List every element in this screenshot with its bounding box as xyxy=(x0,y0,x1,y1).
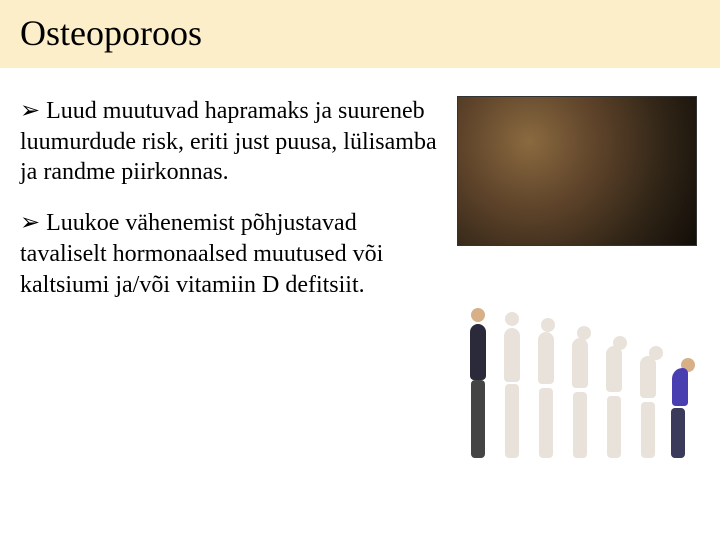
slide-title: Osteoporoos xyxy=(20,12,700,54)
figure-upright xyxy=(463,308,493,458)
posture-progression-image xyxy=(457,294,697,462)
image-column xyxy=(452,96,702,540)
bullet-item: ➢ Luukoe vähenemist põhjustavad tavalise… xyxy=(20,208,440,300)
bullet-text: Luukoe vähenemist põhjustavad tavaliselt… xyxy=(20,210,383,297)
bone-microstructure-image xyxy=(457,96,697,246)
bullet-item: ➢ Luud muutuvad hapramaks ja suureneb lu… xyxy=(20,96,440,188)
figure-mid xyxy=(599,308,629,458)
figure-hunched xyxy=(663,308,693,458)
figure-mid xyxy=(497,308,527,458)
bullet-text: Luud muutuvad hapramaks ja suureneb luum… xyxy=(20,98,437,185)
title-bar: Osteoporoos xyxy=(0,0,720,68)
bullet-marker-icon: ➢ xyxy=(20,209,40,236)
text-column: ➢ Luud muutuvad hapramaks ja suureneb lu… xyxy=(20,96,440,540)
slide-content: ➢ Luud muutuvad hapramaks ja suureneb lu… xyxy=(0,68,720,540)
bullet-marker-icon: ➢ xyxy=(20,97,40,124)
figure-mid xyxy=(633,308,663,458)
figure-mid xyxy=(565,308,595,458)
figure-mid xyxy=(531,308,561,458)
